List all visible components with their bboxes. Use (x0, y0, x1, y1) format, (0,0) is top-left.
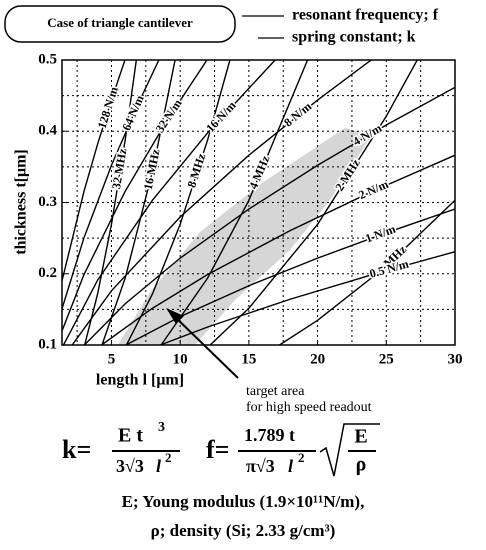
formula-f-lhs: f= (206, 435, 229, 464)
formula-k-den-var: l (156, 456, 161, 476)
curve (101, 154, 455, 345)
formula-f-num: 1.789 t (244, 425, 295, 445)
y-tick-label: 0.1 (38, 336, 57, 352)
curve-label: 1 N/m (363, 222, 397, 246)
curve (71, 60, 372, 345)
formula-f-den-var: l (288, 456, 293, 476)
x-tick-label: 5 (108, 351, 116, 367)
sqrt-sign (319, 423, 380, 477)
formula-f-root-den: ρ (356, 454, 367, 476)
curve (125, 60, 231, 345)
y-tick-label: 0.5 (38, 51, 57, 67)
x-tick-label: 10 (173, 351, 188, 367)
curve-label: 32 MHz (109, 147, 130, 190)
formula-k-den: 3√3 (116, 456, 144, 476)
formula-k-num: E t (118, 425, 143, 447)
curve (125, 208, 455, 345)
y-axis-label: thickness t[μm] (13, 149, 30, 255)
curve (83, 60, 138, 345)
y-tick-label: 0.2 (38, 265, 57, 281)
formula-f-root-num: E (354, 426, 367, 448)
arrow-shaft (171, 313, 239, 379)
formula-k-den-exp: 2 (165, 450, 172, 465)
curve-label: 8 N/m (281, 99, 314, 129)
formula-f-den-exp: 2 (298, 450, 305, 465)
plot-area (62, 60, 455, 345)
y-tick-label: 0.3 (38, 194, 57, 210)
arrow-head (166, 308, 184, 324)
curve-label: 64 N/m (119, 93, 147, 133)
curve (160, 60, 309, 345)
curve (83, 86, 455, 345)
legend-label: resonant frequency; f (292, 7, 439, 24)
curve (209, 60, 418, 345)
curve (101, 60, 176, 345)
curve-label: 2 N/m (356, 177, 390, 202)
legend-box-text: Case of triangle cantilever (47, 15, 193, 30)
curve (62, 60, 126, 282)
x-tick-label: 30 (448, 351, 463, 367)
curve-label: 16 MHz (141, 147, 163, 191)
formula-f-den: π√3 (246, 456, 275, 476)
curve-label: 16 N/m (203, 98, 238, 135)
x-axis-label: length l [μm] (96, 372, 184, 389)
curve-label: 4 N/m (350, 121, 384, 149)
x-tick-label: 20 (310, 351, 325, 367)
formula-k-num-exp: 3 (158, 420, 165, 435)
annotation: for high speed readout (246, 400, 372, 415)
legend-label: spring constant; k (292, 29, 416, 46)
x-tick-label: 15 (241, 351, 256, 367)
curve (62, 60, 276, 345)
curve (279, 199, 455, 345)
curve (62, 60, 160, 310)
formula-k-lhs: k= (62, 435, 91, 464)
note: E; Young modulus (1.9×10¹¹N/m), (122, 492, 365, 511)
curve-label: 128 N/m (95, 85, 121, 130)
annotation: target area (246, 384, 305, 399)
y-tick-label: 0.4 (38, 123, 57, 139)
legend-box (4, 5, 236, 43)
x-tick-label: 25 (379, 351, 394, 367)
note: ρ; density (Si; 2.33 g/cm³) (151, 521, 336, 540)
curve (62, 60, 208, 332)
